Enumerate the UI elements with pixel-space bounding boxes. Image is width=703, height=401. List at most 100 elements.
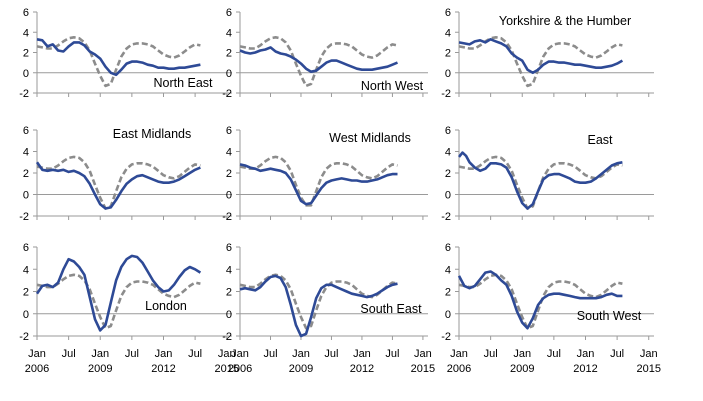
dashed-series-line	[458, 35, 623, 88]
panel-2: 6 4 2 0 -2 Yorkshire & the Humber	[441, 7, 654, 100]
panel-3: 6 4 2 0 -2 East Midlands	[19, 125, 232, 223]
y-tick-label: 0	[445, 190, 451, 202]
y-tick-label: 0	[23, 68, 29, 80]
x-tick-label: Jan	[231, 348, 249, 360]
x-tick-label: Jan	[577, 348, 595, 360]
y-tick-label: 4	[23, 27, 29, 39]
y-tick-label: 2	[445, 48, 451, 60]
panel-4: 6 4 2 0 -2 West Midlands	[222, 125, 428, 223]
x-year-label: 2015	[636, 363, 660, 375]
dashed-series-line	[239, 35, 398, 88]
dashed-series-line	[36, 273, 201, 330]
y-tick-label: -2	[222, 88, 232, 100]
panel-title: North West	[361, 79, 424, 93]
y-tick-label: 2	[226, 48, 232, 60]
y-tick-label: 4	[226, 27, 232, 39]
panel-8: 6 4 2 0 -2 Jan Jul Jan Jul Jan Jul Jan 2006 2009 2012 2…	[441, 242, 661, 375]
y-tick-label: 4	[445, 27, 451, 39]
y-tick-label: 2	[226, 287, 232, 299]
x-year-label: 2015	[411, 363, 435, 375]
panel-title: East	[587, 133, 613, 147]
solid-series-line	[457, 270, 623, 330]
panel-6: 6 4 2 0 -2 Jan Jul Jan Jul Jan Jul Jan 2006 2009 2012 2…	[19, 242, 239, 375]
x-year-label: 2006	[228, 363, 252, 375]
x-tick-label: Jan	[292, 348, 310, 360]
y-tick-label: -2	[19, 88, 29, 100]
x-tick-label: Jan	[640, 348, 658, 360]
x-year-label: 2006	[447, 363, 471, 375]
solid-series-line	[239, 163, 398, 206]
y-tick-label: 4	[23, 264, 29, 276]
y-tick-label: 6	[23, 242, 29, 254]
panel-5: 6 4 2 0 -2 East	[441, 125, 654, 223]
panel-title: East Midlands	[113, 127, 192, 141]
y-tick-label: 0	[23, 309, 29, 321]
x-tick-label: Jul	[125, 348, 139, 360]
x-year-label: 2006	[25, 363, 49, 375]
solid-series-line	[239, 274, 398, 338]
y-tick-label: 6	[445, 242, 451, 254]
x-year-label: 2009	[510, 363, 534, 375]
x-tick-label: Jan	[218, 348, 236, 360]
y-tick-label: 0	[445, 309, 451, 321]
x-tick-label: Jan	[353, 348, 371, 360]
y-tick-label: 4	[445, 264, 451, 276]
y-tick-label: 0	[226, 309, 232, 321]
panel-title: North East	[153, 76, 213, 90]
x-tick-label: Jul	[547, 348, 561, 360]
x-tick-label: Jan	[414, 348, 432, 360]
panel-title: South West	[577, 309, 642, 323]
dashed-series-line	[36, 35, 201, 88]
y-tick-label: 0	[445, 68, 451, 80]
solid-series-line	[35, 161, 201, 210]
x-tick-label: Jul	[484, 348, 498, 360]
panel-title: South East	[360, 302, 422, 316]
solid-series-line	[239, 46, 398, 73]
x-year-label: 2012	[151, 363, 175, 375]
y-tick-label: 2	[226, 168, 232, 180]
y-tick-label: 2	[445, 168, 451, 180]
panel-title: Yorkshire & the Humber	[499, 14, 631, 28]
y-tick-label: 6	[226, 125, 232, 137]
y-tick-label: 2	[23, 48, 29, 60]
x-tick-label: Jan	[91, 348, 109, 360]
y-tick-label: 0	[226, 190, 232, 202]
x-tick-label: Jul	[610, 348, 624, 360]
panel-title: London	[145, 299, 187, 313]
x-year-label: 2015	[214, 363, 238, 375]
y-tick-label: -2	[441, 88, 451, 100]
y-tick-label: 6	[226, 242, 232, 254]
y-tick-label: 6	[445, 125, 451, 137]
y-tick-label: 6	[445, 7, 451, 19]
y-tick-label: 4	[445, 147, 451, 159]
panel-0: 6 4 2 0 -2 North East	[19, 7, 232, 100]
y-tick-label: 4	[226, 147, 232, 159]
x-tick-label: Jul	[385, 348, 399, 360]
y-tick-label: 4	[23, 147, 29, 159]
x-tick-label: Jul	[62, 348, 76, 360]
y-tick-label: 2	[445, 287, 451, 299]
panel-1: 6 4 2 0 -2 North West	[222, 7, 428, 100]
y-tick-label: 2	[23, 168, 29, 180]
x-tick-label: Jul	[324, 348, 338, 360]
y-tick-label: -2	[222, 331, 232, 343]
y-tick-label: 0	[226, 68, 232, 80]
y-tick-label: -2	[19, 331, 29, 343]
dashed-series-line	[36, 155, 201, 210]
x-tick-label: Jul	[263, 348, 277, 360]
x-tick-label: Jan	[28, 348, 46, 360]
x-year-label: 2009	[88, 363, 112, 375]
x-tick-label: Jan	[155, 348, 173, 360]
x-year-label: 2012	[573, 363, 597, 375]
x-year-label: 2012	[350, 363, 374, 375]
y-tick-label: -2	[441, 211, 451, 223]
x-tick-label: Jul	[188, 348, 202, 360]
y-tick-label: 6	[23, 7, 29, 19]
y-tick-label: 4	[226, 264, 232, 276]
x-year-label: 2009	[289, 363, 313, 375]
y-tick-label: 0	[23, 190, 29, 202]
solid-series-line	[35, 254, 202, 332]
solid-series-line	[458, 37, 624, 75]
y-tick-label: -2	[19, 211, 29, 223]
